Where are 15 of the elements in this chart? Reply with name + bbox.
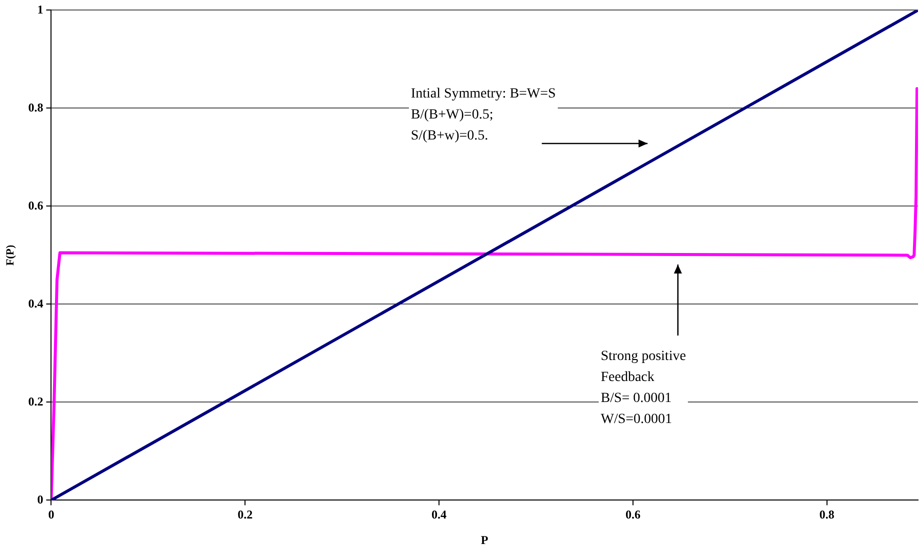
x-tick-label: 0.4 (432, 507, 447, 522)
annotation: Intial Symmetry: B=W=S B/(B+W)=0.5; S/(B+w)=0.5. (410, 86, 556, 144)
x-tick-label: 0.2 (238, 507, 253, 522)
y-tick-label: 0.8 (28, 100, 44, 114)
x-tick-label: 0.8 (819, 507, 834, 522)
y-tick-label: 0.2 (28, 394, 44, 408)
y-tick-label: 0.4 (28, 296, 44, 310)
x-axis-title: P (480, 532, 488, 547)
y-axis-title: F(P) (4, 244, 16, 266)
y-tick-label: 0.6 (28, 198, 44, 212)
x-tick-label: 0 (48, 507, 54, 522)
y-tick-label: 1 (37, 2, 44, 16)
x-tick-label: 0.6 (625, 507, 640, 522)
y-tick-label: 0 (37, 492, 44, 506)
annotation: Strong positive Feedback B/S= 0.0001 W/S=0.0001 (600, 349, 686, 428)
